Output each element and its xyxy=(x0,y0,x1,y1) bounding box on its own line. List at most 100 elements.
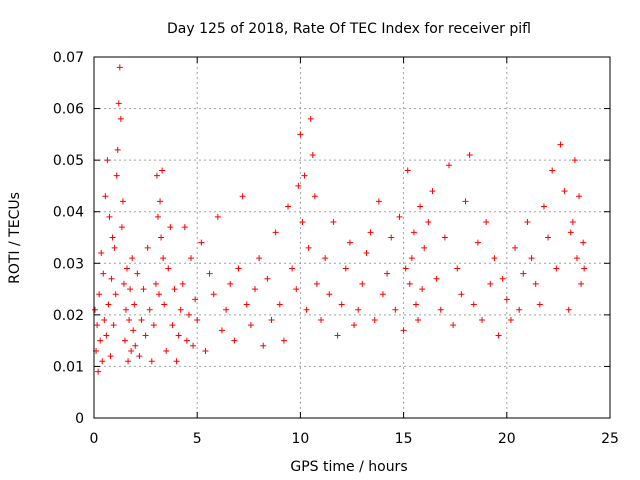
data-point xyxy=(507,317,514,324)
data-point xyxy=(239,193,246,200)
data-point xyxy=(198,239,205,246)
data-point xyxy=(299,219,306,226)
y-tick-label: 0.03 xyxy=(53,256,84,272)
data-point xyxy=(474,239,481,246)
data-point xyxy=(202,347,209,354)
data-point xyxy=(466,151,473,158)
data-point xyxy=(136,353,143,360)
data-point xyxy=(105,301,112,308)
data-point xyxy=(576,193,583,200)
data-point xyxy=(122,306,129,313)
x-tick-label: 15 xyxy=(395,431,413,447)
x-tick-label: 10 xyxy=(291,431,309,447)
data-point xyxy=(313,280,320,287)
data-point xyxy=(429,188,436,195)
data-point xyxy=(179,280,186,287)
data-point xyxy=(171,286,178,293)
data-point xyxy=(421,244,428,251)
data-point xyxy=(567,229,574,236)
data-point xyxy=(134,270,141,277)
data-point xyxy=(110,322,117,329)
data-point xyxy=(150,322,157,329)
data-point xyxy=(499,275,506,282)
data-point xyxy=(553,265,560,272)
data-point xyxy=(289,265,296,272)
data-point xyxy=(120,280,127,287)
data-point xyxy=(92,306,99,313)
data-point xyxy=(295,182,302,189)
data-point xyxy=(410,229,417,236)
data-point xyxy=(206,270,213,277)
data-point xyxy=(437,306,444,313)
data-point xyxy=(109,234,116,241)
data-point xyxy=(545,234,552,241)
data-point xyxy=(536,301,543,308)
data-point xyxy=(144,244,151,251)
data-point xyxy=(318,317,325,324)
data-point xyxy=(268,317,275,324)
data-point xyxy=(112,291,119,298)
data-point xyxy=(450,322,457,329)
y-tick-label: 0.02 xyxy=(53,308,84,324)
y-tick-label: 0.07 xyxy=(53,50,84,66)
data-point xyxy=(580,239,587,246)
data-point xyxy=(148,358,155,365)
data-point xyxy=(94,322,101,329)
data-point xyxy=(119,198,126,205)
data-point xyxy=(251,286,258,293)
data-point xyxy=(160,255,167,262)
data-point xyxy=(446,162,453,169)
data-point xyxy=(309,151,316,158)
data-point xyxy=(231,337,238,344)
data-point xyxy=(404,167,411,174)
data-point xyxy=(227,280,234,287)
data-point xyxy=(272,229,279,236)
data-point xyxy=(334,332,341,339)
data-point xyxy=(264,275,271,282)
data-point xyxy=(408,255,415,262)
grid-lines xyxy=(94,57,610,418)
data-point xyxy=(433,275,440,282)
data-point xyxy=(100,270,107,277)
data-point xyxy=(98,249,105,256)
data-point xyxy=(97,337,104,344)
data-point xyxy=(540,203,547,210)
data-point xyxy=(412,301,419,308)
data-point xyxy=(131,301,138,308)
data-point xyxy=(243,301,250,308)
data-point xyxy=(342,265,349,272)
data-point xyxy=(561,188,568,195)
data-point xyxy=(307,115,314,122)
data-point xyxy=(417,203,424,210)
y-tick-label: 0.01 xyxy=(53,359,84,375)
data-point xyxy=(303,306,310,313)
data-point xyxy=(406,280,413,287)
data-point xyxy=(159,167,166,174)
data-point xyxy=(138,317,145,324)
data-point xyxy=(415,317,422,324)
data-point xyxy=(470,301,477,308)
data-point xyxy=(520,270,527,277)
x-tick-label: 25 xyxy=(601,431,619,447)
data-point xyxy=(454,265,461,272)
data-point xyxy=(565,306,572,313)
data-point xyxy=(173,358,180,365)
chart-title: Day 125 of 2018, Rate Of TEC Index for r… xyxy=(167,21,531,37)
data-point xyxy=(117,115,124,122)
data-point xyxy=(116,64,123,71)
data-point xyxy=(108,275,115,282)
data-point xyxy=(188,255,195,262)
data-point xyxy=(121,337,128,344)
data-point xyxy=(375,198,382,205)
data-point xyxy=(223,306,230,313)
data-point xyxy=(190,342,197,349)
data-point xyxy=(367,229,374,236)
data-point xyxy=(557,141,564,148)
data-point xyxy=(396,213,403,220)
y-tick-label: 0.04 xyxy=(53,205,84,221)
data-point xyxy=(183,337,190,344)
data-point xyxy=(528,255,535,262)
data-point xyxy=(441,234,448,241)
data-point xyxy=(516,306,523,313)
y-tick-label: 0.05 xyxy=(53,153,84,169)
